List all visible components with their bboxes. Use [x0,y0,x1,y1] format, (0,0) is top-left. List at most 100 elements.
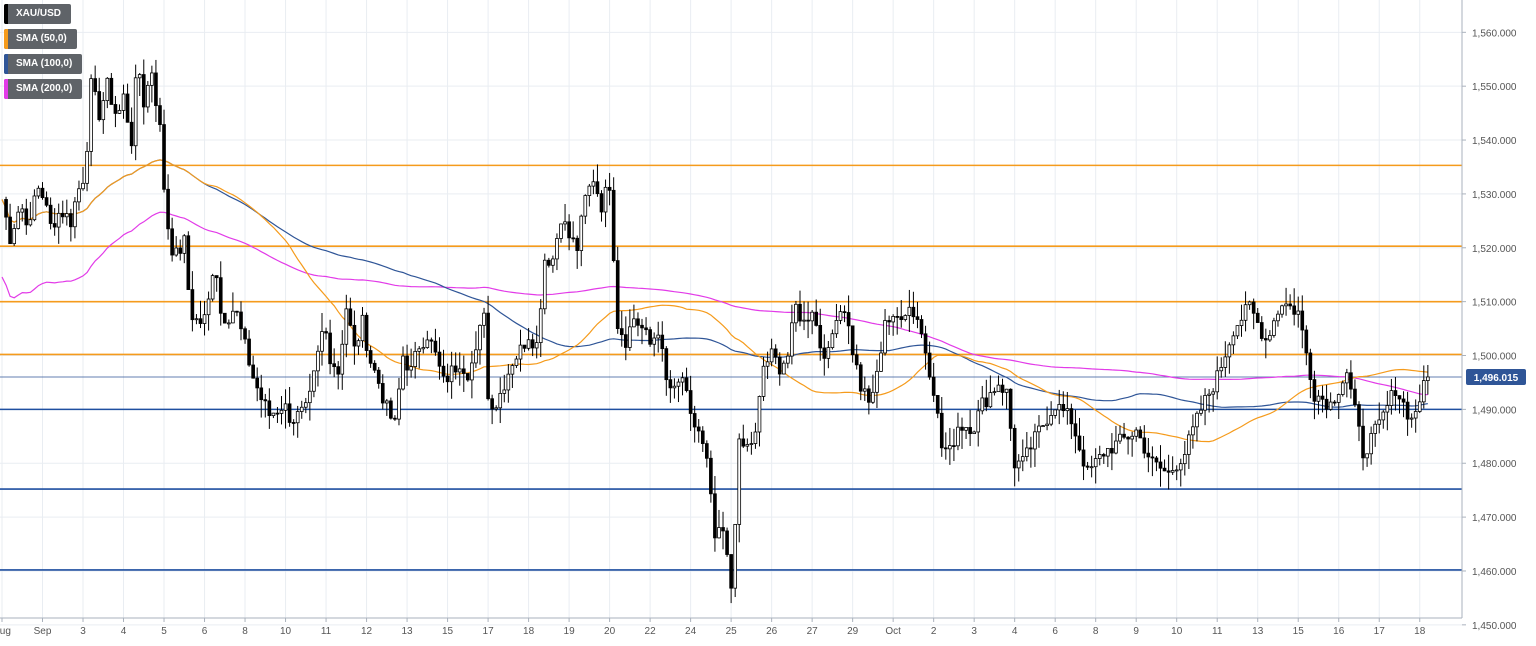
candle-body [194,318,199,321]
candle-body [514,358,519,366]
candle-body [721,527,725,532]
legend-item-xauusd[interactable]: XAU/USD [4,4,72,24]
candle-body [1259,322,1264,339]
candle-body [401,355,405,390]
candle-body [1251,301,1256,314]
candle-body [380,383,385,404]
candle-body [672,385,677,389]
candle-body [324,331,328,334]
candle-body [623,334,628,348]
candle-body [1187,434,1191,455]
candle-body [16,211,21,229]
candle-body [457,368,462,373]
candle-body [397,388,401,420]
candle-body [482,312,486,326]
candle-body [737,438,742,525]
candle-body [222,312,227,324]
x-tick-label: 10 [1171,626,1183,637]
x-tick-label: 6 [1052,626,1058,637]
candle-body [1385,405,1390,413]
legend-item-sma-200[interactable]: SMA (200,0) [4,79,83,99]
candle-body [814,311,819,326]
candle-body [1308,352,1313,380]
candle-body [992,391,997,394]
candle-body [786,355,790,364]
candle-body [247,338,251,366]
candle-body [607,186,612,191]
candle-body [725,530,729,555]
legend-swatch [4,54,8,74]
candle-body [964,427,968,431]
candle-body [368,350,373,364]
legend-item-sma-50[interactable]: SMA (50,0) [4,29,77,49]
candle-body [437,351,442,367]
candle-body [137,74,142,79]
candle-body [36,187,41,197]
candle-body [583,195,588,217]
candle-body [741,438,746,447]
x-tick-label: 9 [1133,626,1139,637]
candle-body [421,347,426,350]
candle-body [1203,395,1207,411]
candle-body [1389,390,1394,406]
candle-body [1020,456,1025,462]
candle-body [1182,454,1187,465]
candle-body [579,215,584,251]
candle-body [1215,370,1220,393]
candle-body [688,390,693,414]
candle-body [705,443,709,459]
x-tick-label: 19 [564,626,576,637]
candle-body [283,403,288,411]
candle-body [1089,466,1094,469]
candle-body [611,189,616,262]
candle-body [640,324,644,329]
candle-body [461,368,466,374]
candle-body [372,362,377,371]
candle-body [534,342,539,349]
candle-body [879,352,883,372]
candle-body [109,77,114,105]
legend-item-sma-100[interactable]: SMA (100,0) [4,54,83,74]
candle-body [24,208,29,226]
candle-body [494,407,499,410]
candle-body [862,388,867,392]
candle-body [538,308,543,344]
candle-body [628,326,632,348]
x-tick-label: 3 [80,626,86,637]
candle-body [976,410,981,433]
x-tick-label: 11 [1212,626,1223,637]
candle-body [939,412,944,449]
candle-body [948,445,952,450]
candle-body [121,93,126,111]
candle-body [1381,411,1386,421]
candle-body [1373,423,1378,434]
candle-body [1405,401,1410,420]
y-tick-label: 1,550.000 [1472,82,1517,93]
candle-body [360,314,365,342]
candle-body [64,213,69,218]
candle-body [279,409,284,414]
candle-body [474,349,478,364]
candle-body [441,365,446,377]
candle-body [348,308,353,326]
candle-body [1061,404,1066,412]
candle-body [206,298,211,316]
candles [4,59,1430,604]
candle-body [595,181,600,195]
candle-body [1417,401,1422,412]
candle-body [255,377,260,389]
candle-body [875,370,879,393]
candle-body [376,369,381,384]
candle-body [822,347,827,359]
candle-body [1361,425,1365,459]
candle-body [952,445,956,447]
candle-body [1097,454,1102,459]
candle-body [664,348,669,381]
candle-body [1268,335,1272,341]
candle-body [542,259,547,310]
axes: 1,450.000 1,460.000 1,470.000 1,480.000 1,49… [0,0,1526,637]
candle-body [198,318,203,324]
candle-body [1377,419,1382,425]
x-tick-label: 2 [931,626,937,637]
candle-body [854,354,859,366]
